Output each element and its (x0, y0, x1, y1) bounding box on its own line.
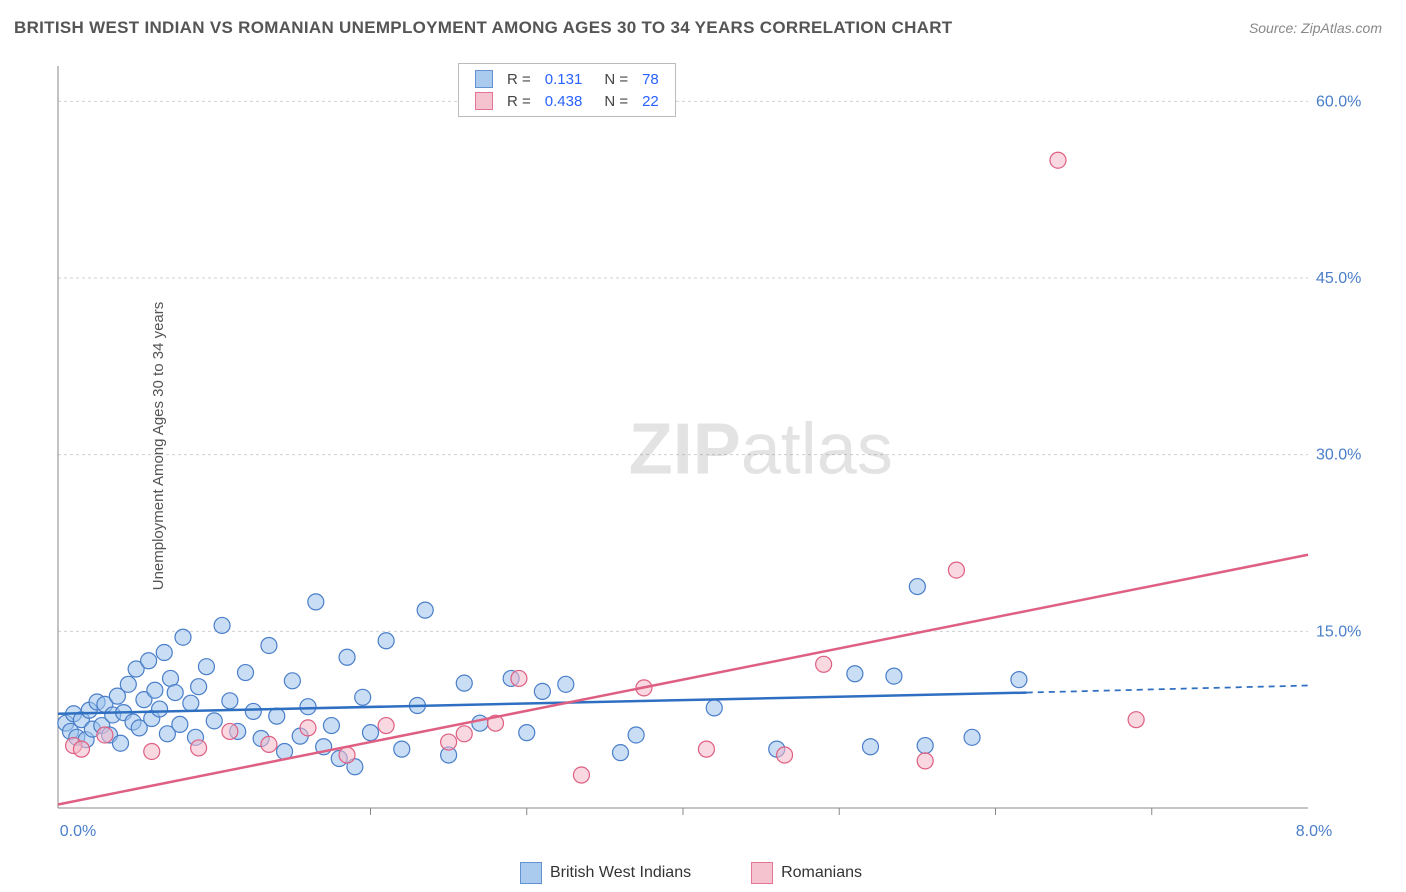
svg-text:0.0%: 0.0% (60, 823, 96, 840)
legend-label: British West Indians (550, 864, 691, 881)
chart-container: BRITISH WEST INDIAN VS ROMANIAN UNEMPLOY… (0, 0, 1406, 892)
svg-text:8.0%: 8.0% (1296, 823, 1332, 840)
scatter-plot: 15.0% 30.0% 45.0% 60.0% ZIPatlas 0.0% 8.0% (48, 60, 1368, 840)
svg-text:30.0%: 30.0% (1316, 447, 1361, 464)
chart-title: BRITISH WEST INDIAN VS ROMANIAN UNEMPLOY… (14, 18, 952, 38)
series-legend: British West Indians Romanians (520, 862, 862, 884)
svg-text:15.0%: 15.0% (1316, 623, 1361, 640)
plot-svg: 15.0% 30.0% 45.0% 60.0% ZIPatlas 0.0% 8.0% (48, 60, 1368, 840)
legend-label: Romanians (781, 864, 862, 881)
source-attribution: Source: ZipAtlas.com (1249, 20, 1382, 36)
svg-text:ZIPatlas: ZIPatlas (629, 409, 893, 489)
stat-legend: R =0.131N =78R =0.438N =22 (458, 63, 676, 117)
svg-text:60.0%: 60.0% (1316, 93, 1361, 110)
svg-text:45.0%: 45.0% (1316, 270, 1361, 287)
